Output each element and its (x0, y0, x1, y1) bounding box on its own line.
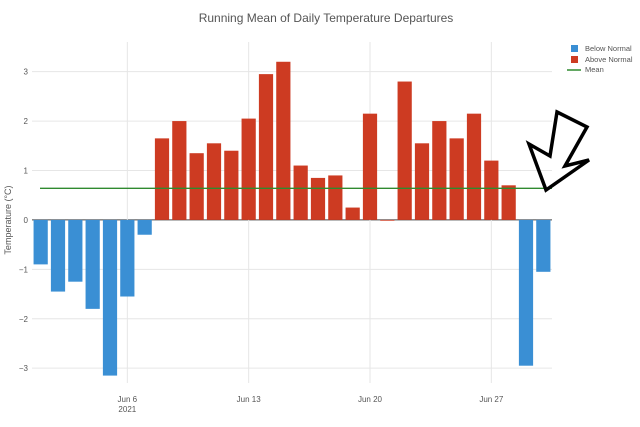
bar-below-normal[interactable] (120, 219, 135, 297)
bar-above-normal[interactable] (154, 138, 170, 220)
bar-below-normal[interactable] (50, 219, 66, 292)
bar-below-normal[interactable] (536, 219, 551, 272)
y-tick-label: 2 (24, 117, 29, 126)
y-tick-label: −2 (19, 315, 29, 324)
bar-below-normal[interactable] (102, 219, 118, 376)
y-tick-label: 0 (24, 216, 29, 225)
bar-above-normal[interactable] (206, 143, 222, 220)
bar-above-normal[interactable] (397, 81, 412, 220)
x-tick-label: Jun 6 (118, 395, 138, 404)
legend-label-mean: Mean (585, 65, 604, 74)
bar-above-normal[interactable] (362, 113, 378, 220)
bar-above-normal[interactable] (484, 160, 499, 220)
bar-above-normal[interactable] (345, 207, 360, 220)
y-tick-label: 1 (24, 166, 29, 175)
bars-group (33, 61, 551, 376)
y-axis-ticks: −3 −2 −1 0 1 2 3 (19, 68, 29, 374)
legend-swatch-below-normal[interactable] (571, 45, 578, 52)
bar-above-normal[interactable] (241, 118, 256, 220)
bar-above-normal[interactable] (432, 121, 447, 220)
bar-below-normal[interactable] (68, 219, 83, 282)
bar-below-normal[interactable] (518, 219, 534, 366)
bar-above-normal[interactable] (189, 153, 204, 220)
y-axis-title: Temperature (°C) (3, 185, 13, 254)
y-tick-label: 3 (24, 68, 29, 77)
bar-below-normal[interactable] (137, 219, 152, 235)
bar-above-normal[interactable] (466, 113, 482, 220)
x-tick-label: Jun 20 (358, 395, 383, 404)
chart-title: Running Mean of Daily Temperature Depart… (199, 11, 454, 25)
bar-below-normal[interactable] (85, 219, 100, 309)
grid-lines (32, 42, 552, 383)
bar-above-normal[interactable] (258, 74, 274, 220)
bar-above-normal[interactable] (414, 143, 430, 220)
legend: Below Normal Above Normal Mean (567, 44, 633, 74)
x-tick-label: Jun 13 (237, 395, 262, 404)
annotation-arrow (525, 109, 591, 193)
bar-above-normal[interactable] (328, 175, 343, 220)
bar-above-normal[interactable] (276, 61, 291, 220)
y-tick-label: −3 (19, 364, 29, 373)
legend-label-below-normal: Below Normal (585, 44, 632, 53)
bar-above-normal[interactable] (501, 185, 516, 220)
x-tick-sublabel: 2021 (118, 405, 136, 414)
legend-swatch-above-normal[interactable] (571, 56, 578, 63)
x-tick-label: Jun 27 (479, 395, 504, 404)
y-tick-label: −1 (19, 265, 29, 274)
bar-above-normal[interactable] (449, 138, 464, 220)
bar-above-normal[interactable] (172, 121, 187, 220)
bar-above-normal[interactable] (380, 219, 395, 221)
bar-above-normal[interactable] (224, 150, 239, 220)
bar-below-normal[interactable] (33, 219, 48, 265)
bar-above-normal[interactable] (310, 177, 326, 220)
legend-label-above-normal: Above Normal (585, 55, 633, 64)
bar-above-normal[interactable] (293, 165, 308, 220)
